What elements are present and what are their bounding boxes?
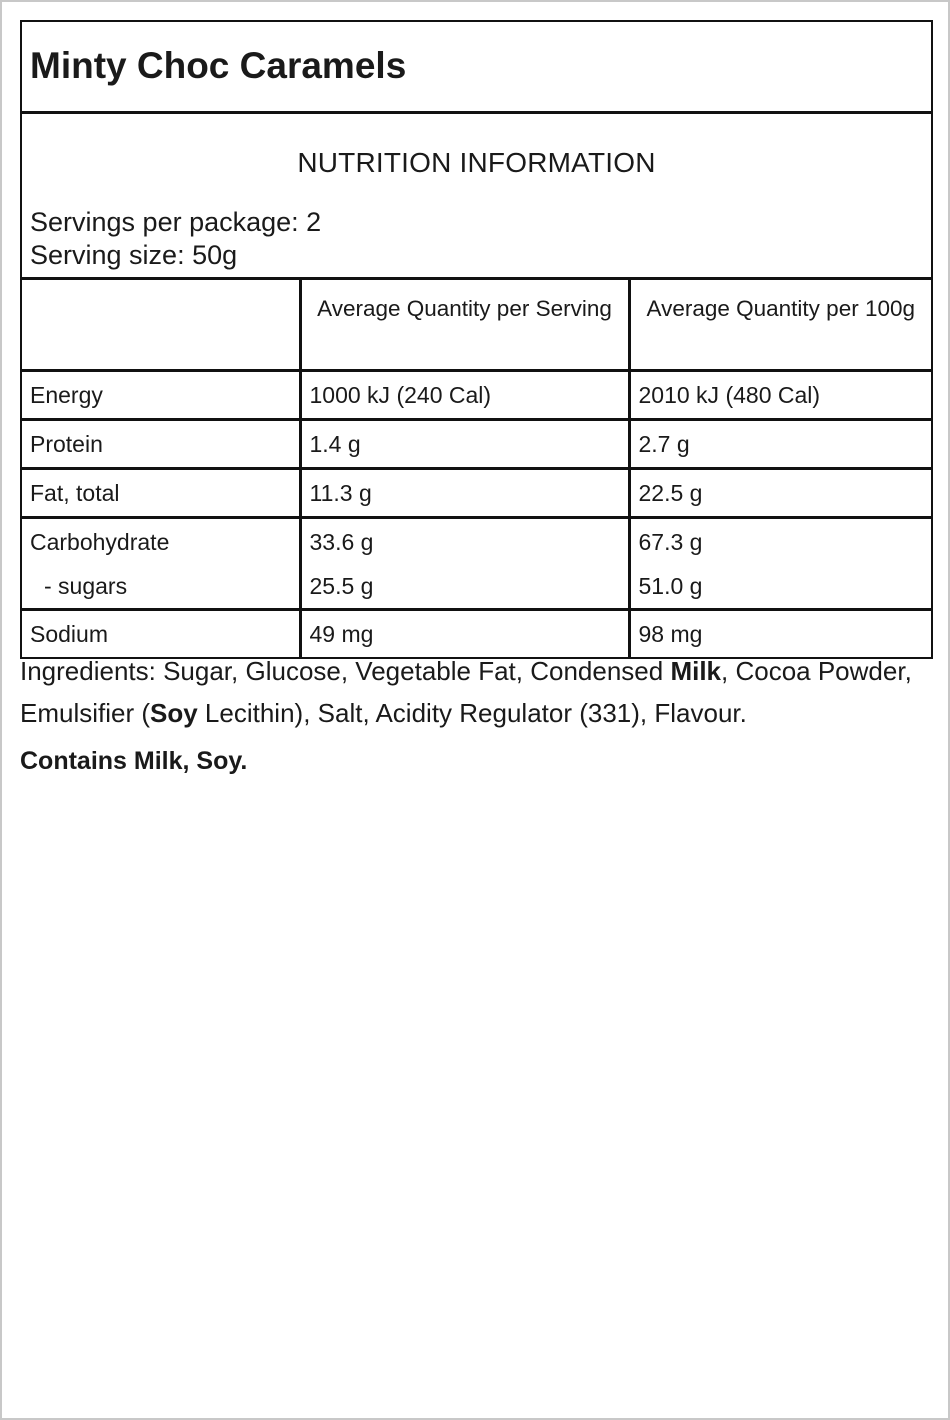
per-100g-value: 2010 kJ (480 Cal) — [627, 370, 931, 421]
per-100g-value: 2.7 g — [627, 419, 931, 470]
ingredients-part: Lecithin), Salt, Acidity Regulator (331)… — [197, 698, 747, 728]
servings-per-package: Servings per package: 2 — [30, 207, 322, 237]
sub-per-100g-value: 51.0 g — [638, 572, 703, 599]
product-title: Minty Choc Caramels — [22, 22, 931, 114]
panel-heading: NUTRITION INFORMATION — [297, 147, 656, 178]
nutrient-name: Energy — [22, 370, 300, 421]
nutrient-name-cell: Carbohydrate - sugars — [22, 517, 300, 611]
per-serving-value: 49 mg — [298, 609, 629, 657]
allergen-soy: Soy — [150, 698, 198, 728]
per-serving-value: 33.6 g — [309, 528, 374, 555]
header-per-serving: Average Quantity per Serving — [298, 280, 629, 372]
table-row: Energy 1000 kJ (240 Cal) 2010 kJ (480 Ca… — [22, 370, 931, 421]
nutrient-name: Carbohydrate — [30, 528, 170, 555]
ingredients-part: , Cocoa Powder, Emulsifier ( — [20, 656, 912, 728]
table-row: Sodium 49 mg 98 mg — [22, 609, 931, 657]
per-serving-value: 1.4 g — [298, 419, 629, 470]
per-serving-cell: 33.6 g 25.5 g — [298, 517, 629, 611]
nutrition-label: Minty Choc Caramels NUTRITION INFORMATIO… — [20, 20, 933, 659]
per-serving-value: 1000 kJ (240 Cal) — [298, 370, 629, 421]
per-100g-value: 67.3 g — [638, 528, 703, 555]
nutrient-name: Fat, total — [22, 468, 300, 519]
ingredients-text: Ingredients: Sugar, Glucose, Vegetable F… — [20, 650, 932, 734]
header-nutrient — [22, 280, 300, 372]
allergen-milk: Milk — [670, 656, 722, 686]
header-per-100g: Average Quantity per 100g — [627, 280, 931, 372]
sub-per-serving-value: 25.5 g — [309, 572, 374, 599]
table-row: Protein 1.4 g 2.7 g — [22, 419, 931, 470]
table-header-row: Average Quantity per Serving Average Qua… — [22, 280, 931, 372]
serving-size: Serving size: 50g — [30, 240, 238, 270]
table-row: Fat, total 11.3 g 22.5 g — [22, 468, 931, 519]
per-100g-cell: 67.3 g 51.0 g — [627, 517, 931, 611]
nutrient-name: Protein — [22, 419, 300, 470]
per-100g-value: 22.5 g — [627, 468, 931, 519]
ingredients-part: Ingredients: Sugar, Glucose, Vegetable F… — [20, 656, 671, 686]
nutrient-name: Sodium — [30, 620, 108, 647]
table-row: Carbohydrate - sugars 33.6 g 25.5 g 67.3… — [22, 517, 931, 611]
servings-info: Servings per package: 2 Serving size: 50… — [30, 206, 321, 272]
per-100g-value: 98 mg — [627, 609, 931, 657]
nutrition-panel-header: NUTRITION INFORMATION Servings per packa… — [22, 114, 931, 280]
per-serving-value: 11.3 g — [298, 468, 629, 519]
allergen-statement: Contains Milk, Soy. — [20, 747, 248, 775]
nutrition-table: Average Quantity per Serving Average Qua… — [22, 280, 931, 657]
sub-nutrient-name: - sugars — [44, 572, 128, 599]
